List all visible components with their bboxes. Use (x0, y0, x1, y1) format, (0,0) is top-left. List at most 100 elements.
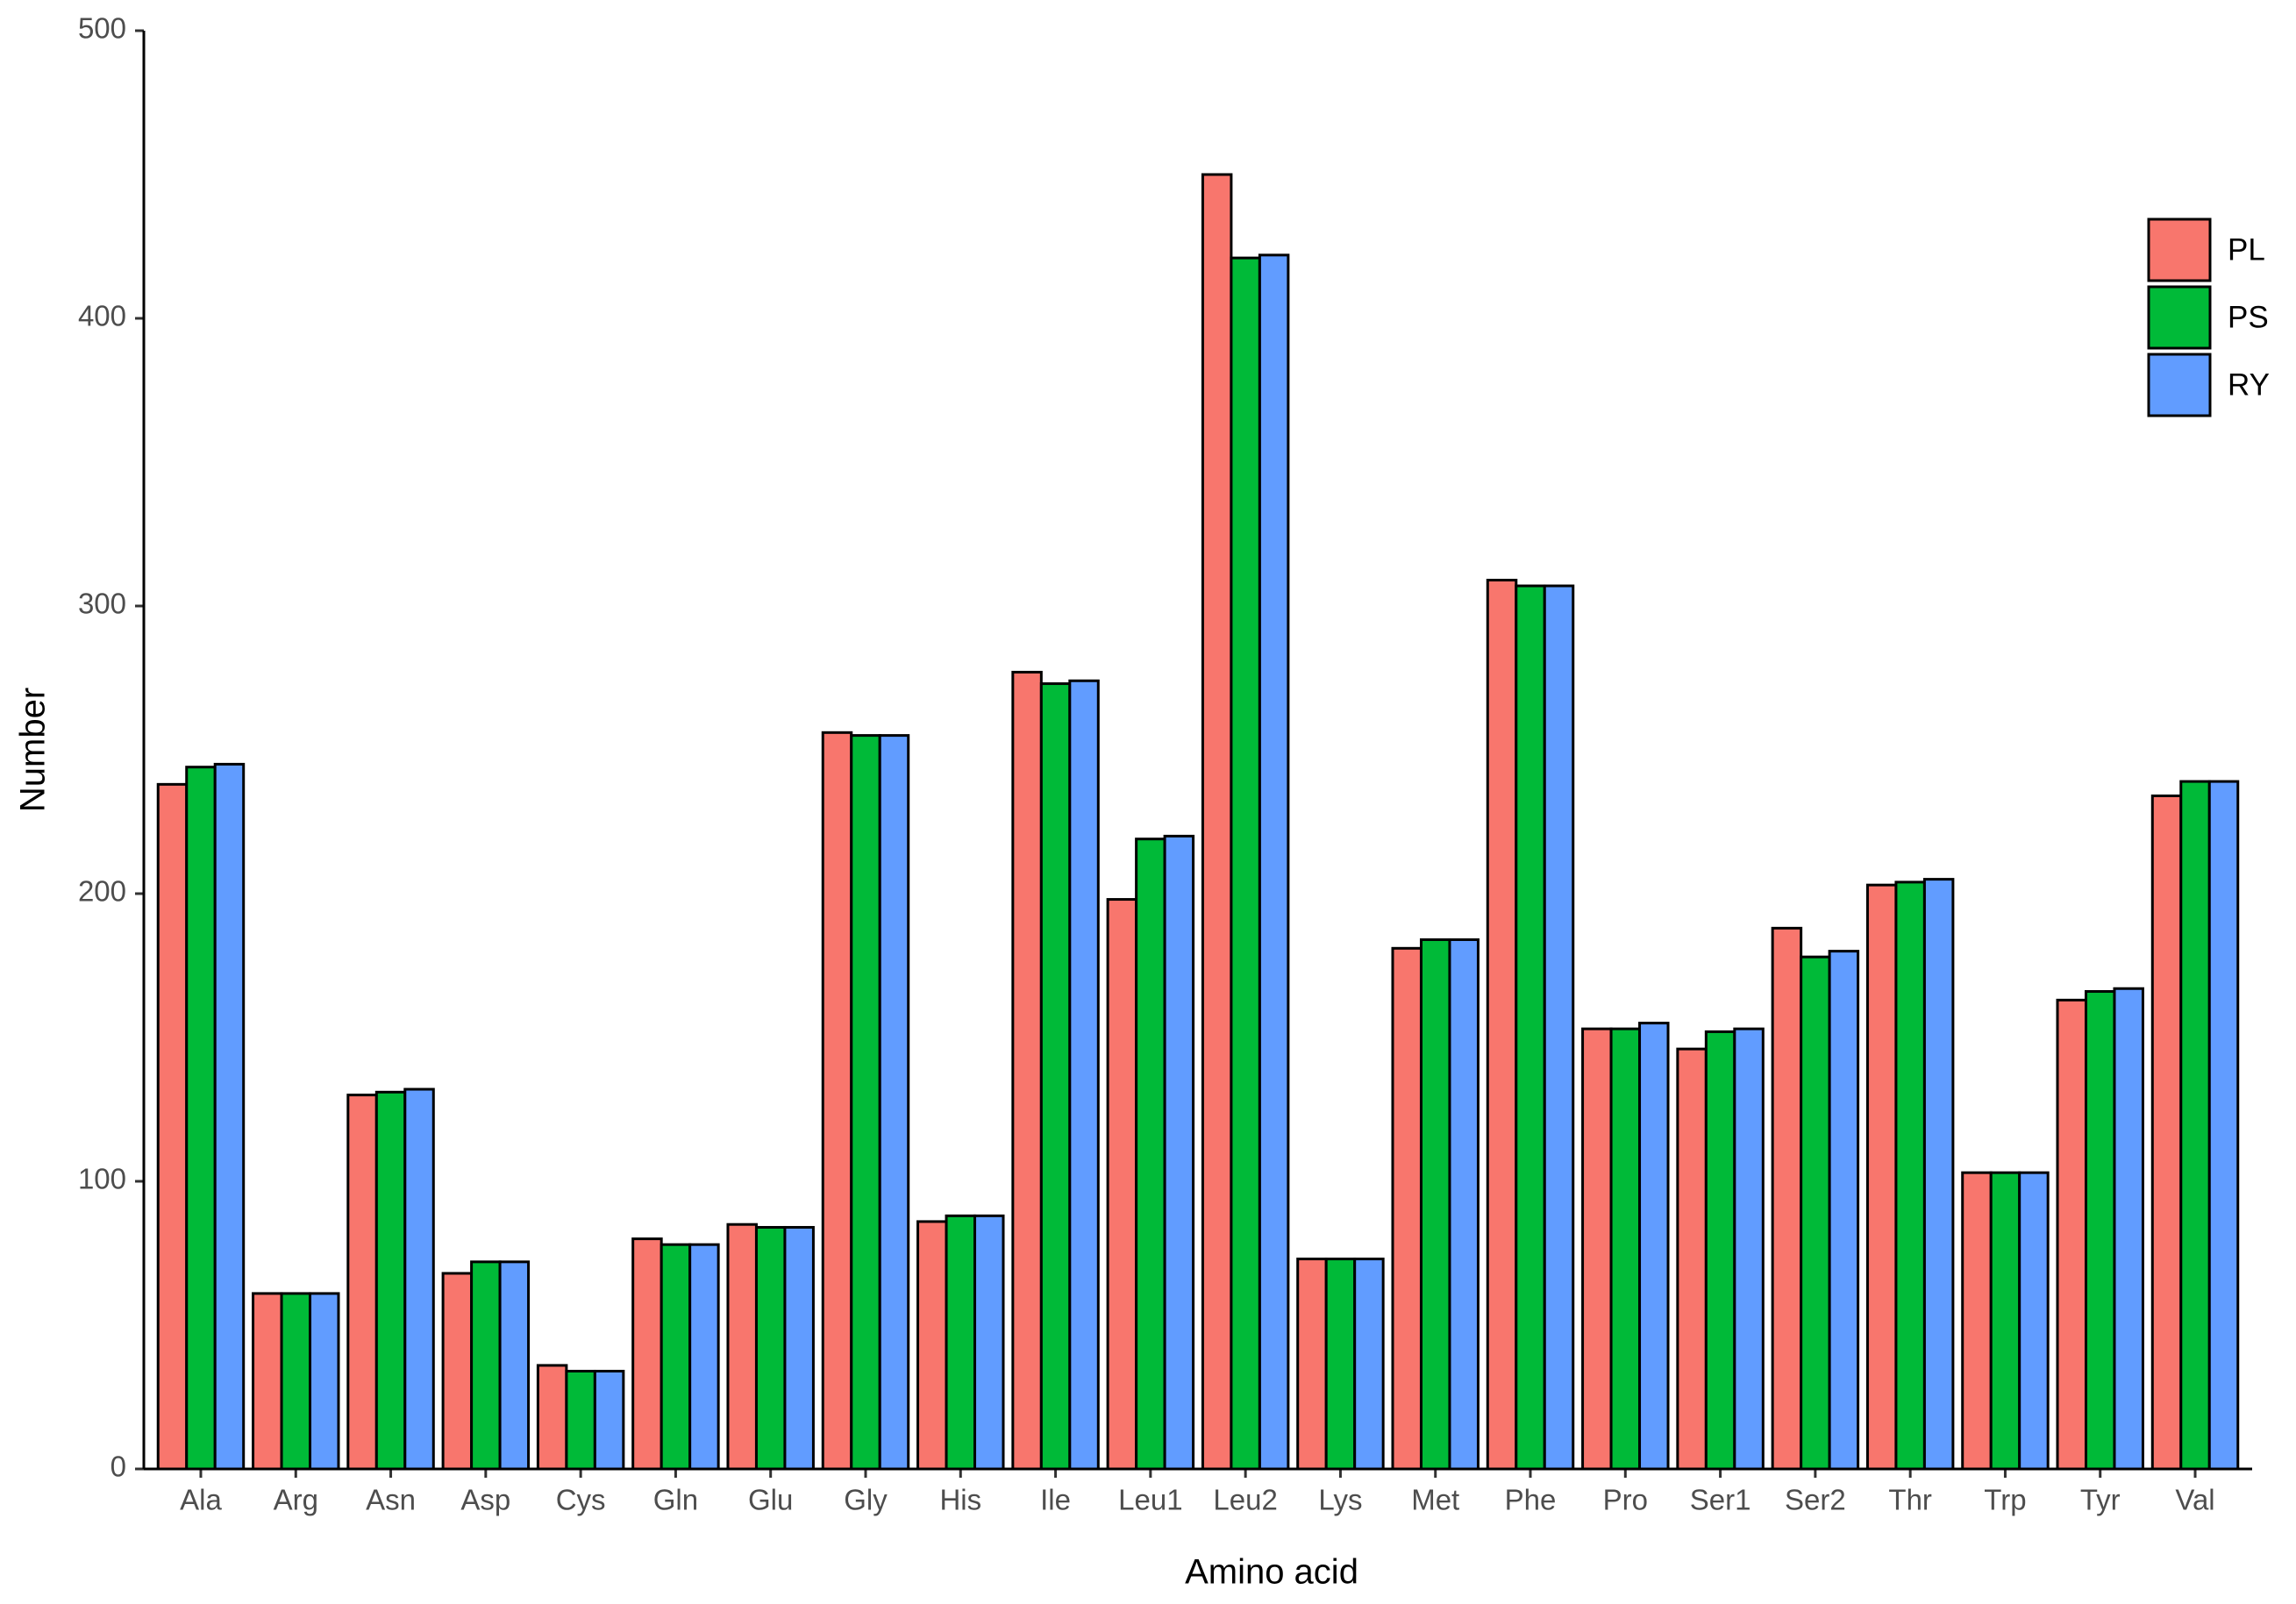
bar (2113, 987, 2144, 1471)
x-tick-label: Ile (1040, 1484, 1071, 1516)
x-tick-label: His (939, 1484, 981, 1516)
bar (374, 1090, 407, 1471)
x-tick-label: Thr (1888, 1484, 1932, 1516)
bar (1296, 1258, 1328, 1471)
bar (1135, 838, 1166, 1471)
y-tick-label: 200 (78, 875, 126, 908)
bar (1230, 256, 1261, 1471)
bar (878, 734, 910, 1471)
bar (2150, 794, 2183, 1471)
bar (2179, 780, 2211, 1471)
bar (1894, 880, 1926, 1471)
bar (821, 731, 853, 1471)
bar (498, 1260, 531, 1471)
bar (1771, 926, 1803, 1471)
bar (1391, 946, 1423, 1471)
bar (1486, 578, 1518, 1471)
x-tick-label: Ala (180, 1484, 222, 1516)
bar (156, 782, 189, 1471)
bar (252, 1292, 283, 1471)
bar (1258, 253, 1290, 1471)
x-tick-label: Trp (1984, 1484, 2026, 1516)
x-tick-label: Arg (274, 1484, 318, 1516)
x-tick-label: Ser2 (1785, 1484, 1846, 1516)
bar (916, 1220, 948, 1471)
bar (1353, 1258, 1385, 1471)
bar (1543, 584, 1575, 1471)
legend-label: PS (2228, 300, 2269, 334)
bar (850, 734, 881, 1471)
bar (1961, 1171, 1993, 1471)
legend-label: RY (2228, 367, 2270, 402)
x-tick-label: Glu (748, 1484, 793, 1516)
bar (1011, 670, 1043, 1471)
y-tick-label: 300 (78, 588, 126, 620)
bar (1609, 1027, 1642, 1471)
y-tick-label: 400 (78, 300, 126, 332)
legend-swatch (2147, 353, 2212, 417)
x-tick-label: Met (1411, 1484, 1459, 1516)
x-tick-label: Gln (653, 1484, 698, 1516)
bar (185, 766, 217, 1471)
bar (470, 1260, 502, 1471)
bar (1733, 1027, 1765, 1471)
y-axis-title: Number (14, 688, 53, 812)
bar (631, 1237, 663, 1471)
bar (1638, 1022, 1670, 1471)
x-tick-label: Lys (1318, 1484, 1362, 1516)
bar (346, 1094, 378, 1471)
x-tick-label: Cys (556, 1484, 606, 1516)
x-tick-label: Asn (366, 1484, 416, 1516)
bar (1922, 878, 1955, 1471)
bar (565, 1369, 596, 1471)
x-tick-label: Gly (844, 1484, 888, 1516)
bar (2018, 1171, 2050, 1471)
x-axis-title: Amino acid (1185, 1553, 1358, 1592)
x-tick-label: Val (2175, 1484, 2214, 1516)
x-tick-label: Asp (460, 1484, 510, 1516)
x-tick-label: Ser1 (1690, 1484, 1751, 1516)
bar (1515, 584, 1546, 1471)
y-tick-label: 500 (78, 12, 126, 45)
bar (973, 1214, 1005, 1471)
legend-swatch (2147, 217, 2212, 282)
y-tick-label: 100 (78, 1163, 126, 1195)
bar (309, 1292, 340, 1471)
y-tick-label: 0 (111, 1451, 126, 1483)
legend-swatch (2147, 285, 2212, 350)
bar (1039, 682, 1072, 1471)
x-tick-label: Pro (1603, 1484, 1648, 1516)
x-tick-label: Leu2 (1213, 1484, 1277, 1516)
x-tick-label: Tyr (2080, 1484, 2121, 1516)
bar (783, 1225, 815, 1471)
bar (441, 1272, 474, 1471)
bar (593, 1369, 625, 1471)
legend-label: PL (2228, 232, 2265, 267)
bar (1163, 834, 1195, 1471)
bar (2056, 998, 2087, 1471)
bar (945, 1214, 977, 1471)
bar (1419, 937, 1451, 1471)
bar (1201, 173, 1233, 1471)
bar (688, 1243, 720, 1471)
bar (1800, 955, 1831, 1471)
bar (1676, 1047, 1708, 1471)
bar (726, 1223, 758, 1471)
bar (1581, 1027, 1613, 1471)
bar (403, 1087, 435, 1471)
bar (213, 762, 246, 1471)
bar (1865, 883, 1898, 1471)
x-tick-label: Phe (1505, 1484, 1557, 1516)
bar (1068, 679, 1100, 1471)
bar (536, 1364, 568, 1471)
bar (1106, 898, 1138, 1471)
x-tick-label: Leu1 (1118, 1484, 1182, 1516)
bar (1324, 1258, 1357, 1471)
bar (754, 1225, 787, 1471)
bar (1704, 1030, 1736, 1471)
bar (1448, 937, 1480, 1471)
bar (1828, 950, 1860, 1471)
bar (1989, 1171, 2021, 1471)
bar (280, 1292, 312, 1471)
